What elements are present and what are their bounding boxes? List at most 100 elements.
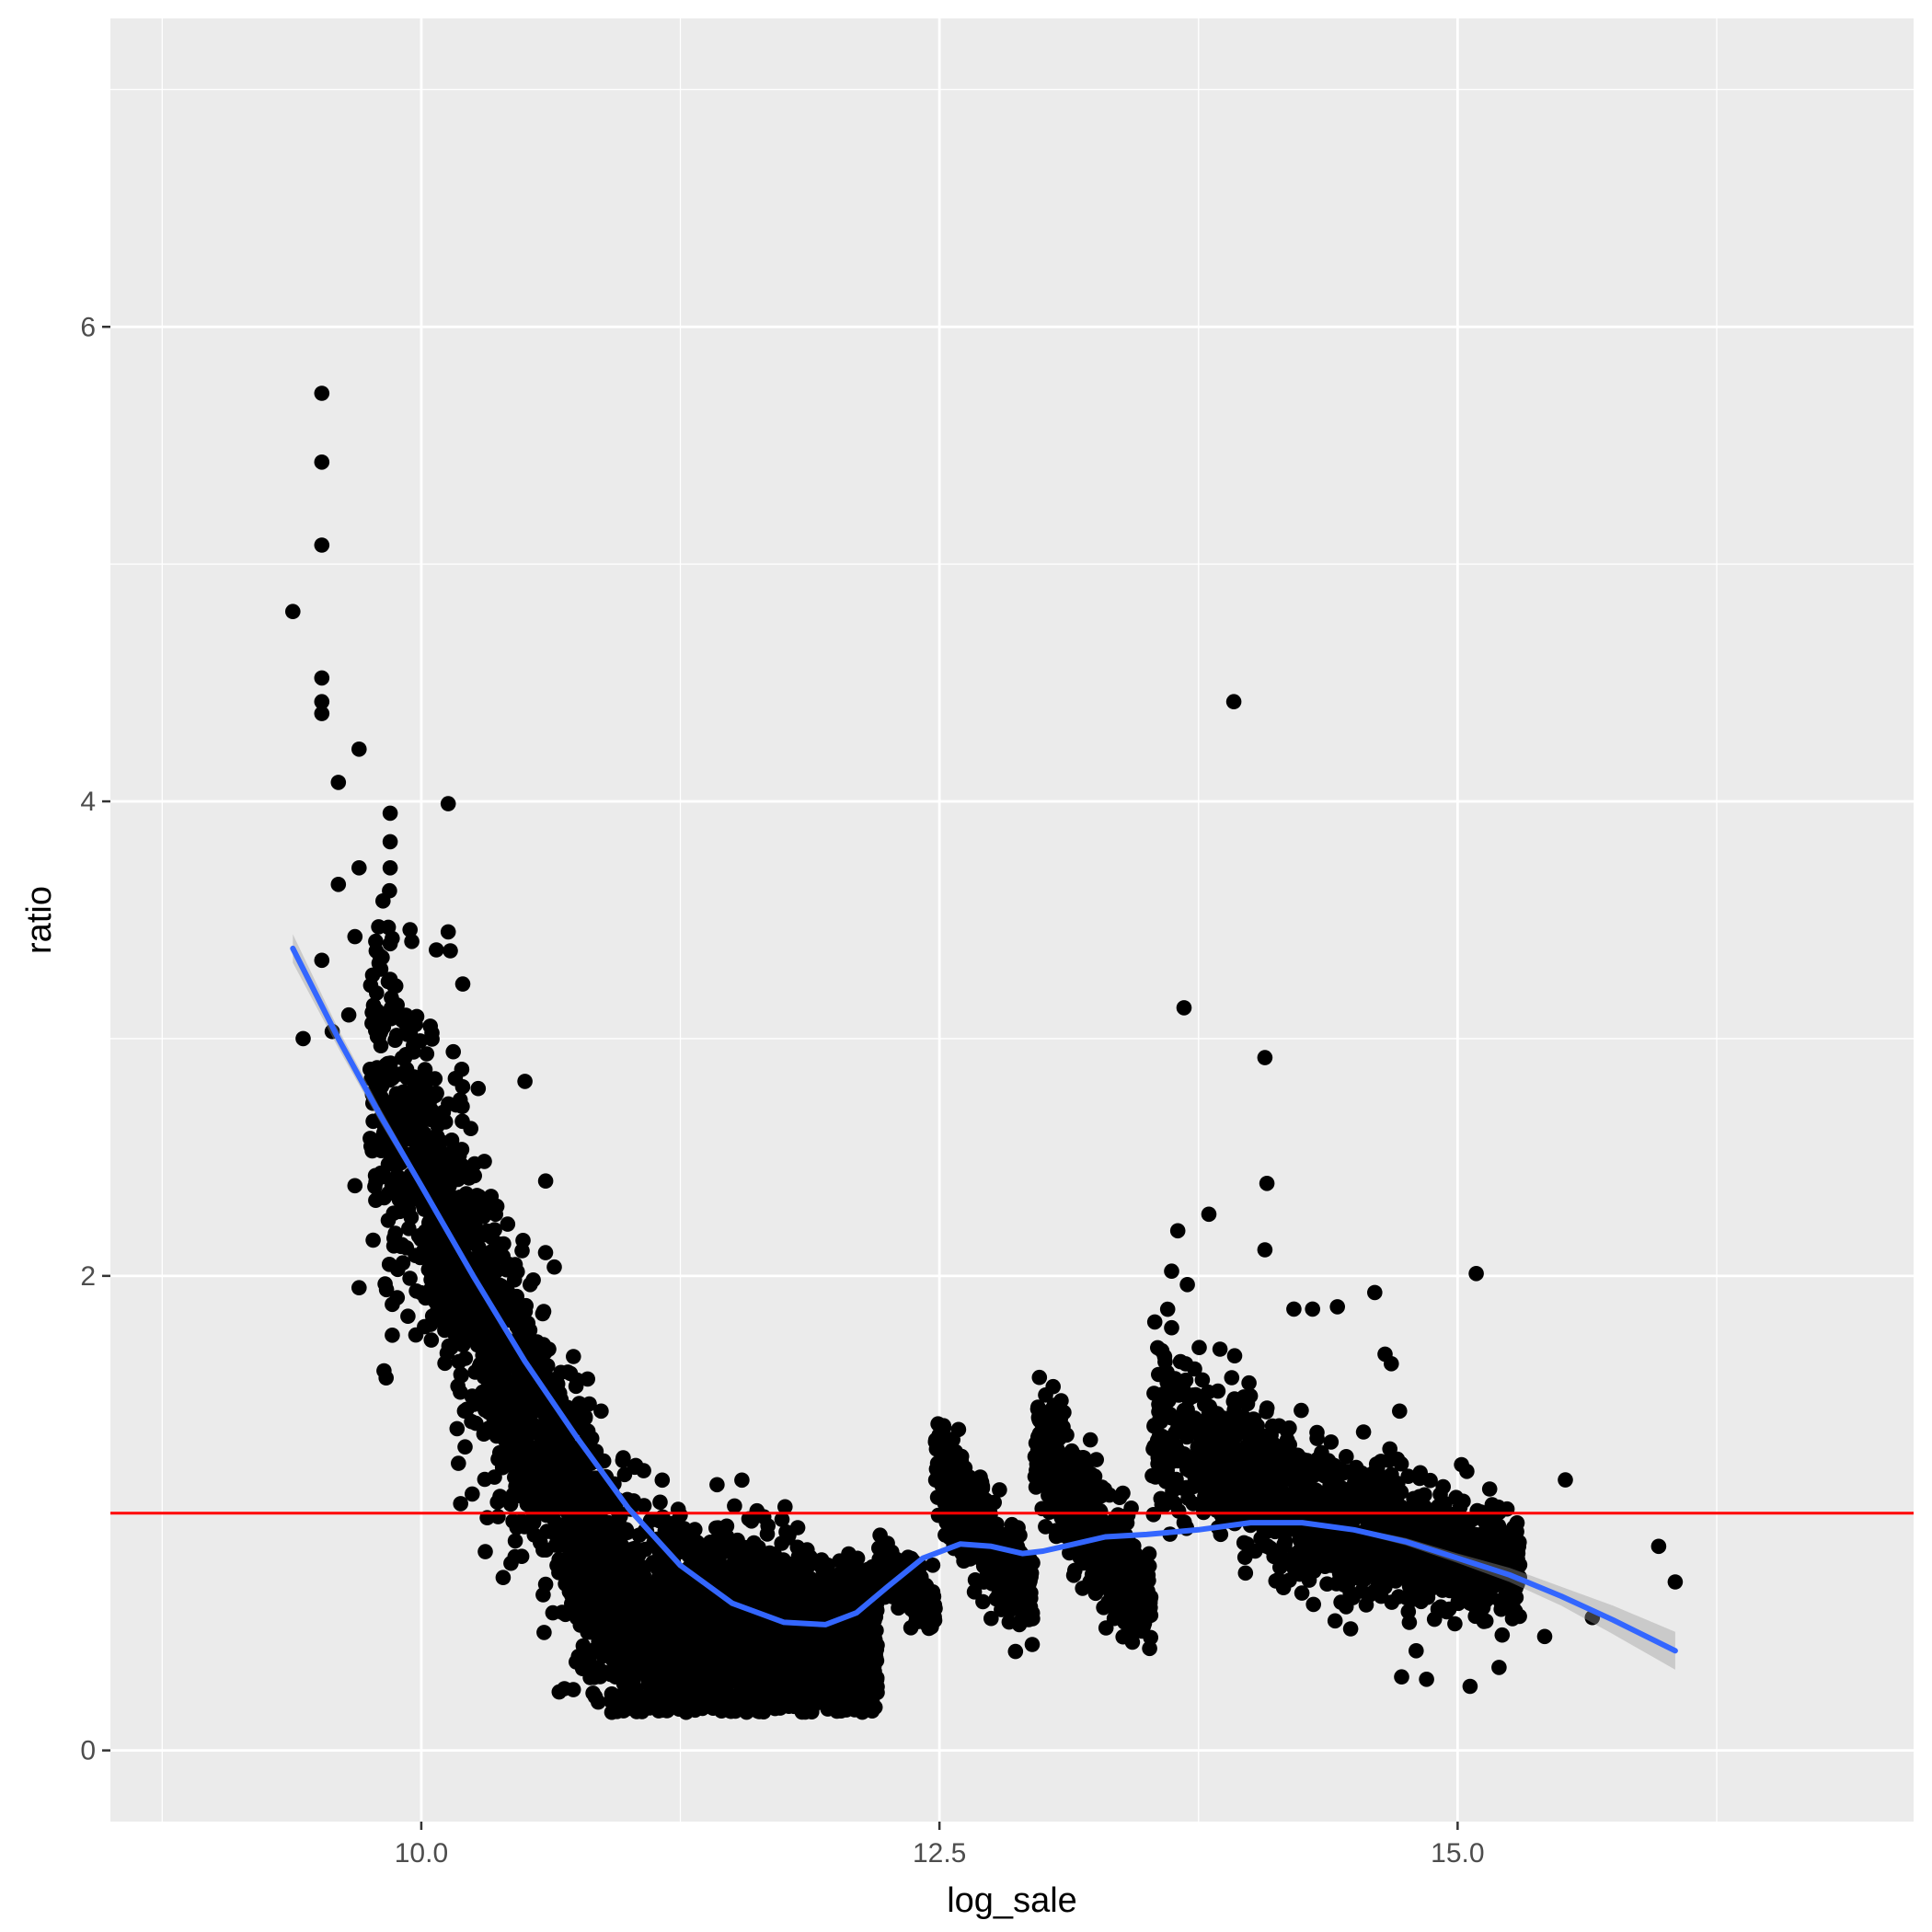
data-point xyxy=(848,1557,864,1573)
data-point xyxy=(508,1465,524,1480)
data-point xyxy=(556,1559,571,1575)
data-point xyxy=(649,1559,665,1576)
data-point xyxy=(811,1658,827,1674)
data-point xyxy=(623,1629,639,1646)
data-point xyxy=(1142,1640,1157,1657)
data-point xyxy=(789,1520,806,1535)
data-point xyxy=(487,1363,502,1379)
data-point xyxy=(424,1031,440,1047)
data-point xyxy=(972,1547,988,1564)
data-point xyxy=(930,1416,946,1432)
data-point xyxy=(810,1605,825,1622)
data-point xyxy=(1076,1469,1092,1486)
data-point xyxy=(595,1497,612,1512)
data-point xyxy=(369,985,385,1001)
data-point xyxy=(660,1636,675,1651)
data-point xyxy=(477,1544,493,1559)
data-point xyxy=(581,1580,597,1595)
data-point xyxy=(615,1450,631,1466)
data-point xyxy=(384,1000,399,1016)
data-point xyxy=(733,1646,750,1662)
data-point xyxy=(637,1624,653,1640)
data-point xyxy=(1067,1562,1083,1579)
data-point xyxy=(654,1472,671,1489)
data-point xyxy=(443,1281,459,1296)
data-point xyxy=(577,1558,592,1573)
data-point xyxy=(523,1481,539,1497)
data-point xyxy=(489,1409,506,1425)
data-point xyxy=(851,1644,868,1661)
data-point xyxy=(646,1677,661,1694)
data-point xyxy=(408,1008,425,1025)
data-point xyxy=(520,1316,536,1331)
data-point xyxy=(606,1621,622,1638)
data-point xyxy=(593,1611,610,1627)
data-point xyxy=(1053,1527,1070,1543)
data-point xyxy=(537,1344,554,1360)
data-point xyxy=(397,1179,413,1194)
data-point xyxy=(1052,1411,1068,1427)
data-point xyxy=(500,1216,516,1232)
data-point xyxy=(834,1667,850,1683)
data-point xyxy=(444,1248,460,1264)
data-point xyxy=(399,1070,415,1086)
data-point xyxy=(431,1248,448,1264)
data-point xyxy=(735,1630,752,1647)
data-point xyxy=(1115,1485,1131,1501)
data-point xyxy=(549,1532,566,1548)
data-point xyxy=(382,882,397,899)
data-point xyxy=(451,1353,467,1370)
data-point xyxy=(657,1601,673,1617)
data-point xyxy=(851,1616,868,1632)
data-point xyxy=(533,1535,548,1550)
data-point xyxy=(468,1415,484,1432)
data-point xyxy=(492,1489,508,1504)
data-point xyxy=(505,1513,521,1529)
data-point xyxy=(507,1548,523,1565)
data-point xyxy=(391,1101,407,1118)
data-point xyxy=(938,1467,954,1483)
data-point xyxy=(824,1650,841,1666)
data-point xyxy=(568,1521,584,1537)
data-point xyxy=(868,1604,884,1619)
data-point xyxy=(390,1261,406,1278)
data-point xyxy=(369,1029,385,1044)
data-point xyxy=(389,1168,406,1184)
data-point xyxy=(477,1226,494,1243)
data-point xyxy=(475,1255,491,1271)
data-point xyxy=(584,1624,600,1640)
data-point xyxy=(751,1633,767,1650)
data-point xyxy=(535,1465,551,1480)
data-point xyxy=(461,1170,477,1186)
data-point xyxy=(421,1173,438,1189)
data-point xyxy=(404,934,420,949)
data-point xyxy=(494,1459,511,1476)
data-point xyxy=(435,1168,452,1184)
data-point xyxy=(986,1552,1002,1568)
data-point xyxy=(364,1016,380,1031)
data-point xyxy=(368,1192,384,1208)
data-point xyxy=(396,1084,411,1100)
data-point xyxy=(760,1518,776,1534)
data-point xyxy=(777,1499,793,1515)
data-point xyxy=(703,1667,719,1683)
data-point xyxy=(400,1308,416,1324)
data-point xyxy=(660,1570,675,1586)
data-point xyxy=(428,1262,443,1278)
data-point xyxy=(519,1327,535,1342)
data-point xyxy=(418,1074,433,1089)
data-point xyxy=(569,1593,585,1608)
data-point xyxy=(1056,1473,1073,1489)
data-point xyxy=(537,1245,554,1260)
data-point xyxy=(1074,1513,1089,1529)
data-point xyxy=(790,1685,807,1701)
data-point xyxy=(643,1583,660,1600)
data-point xyxy=(517,1434,534,1451)
data-point xyxy=(362,1131,378,1146)
data-point xyxy=(760,1662,776,1678)
data-point xyxy=(1212,1341,1228,1357)
data-point xyxy=(377,1276,393,1292)
data-point xyxy=(584,1526,601,1543)
data-point xyxy=(423,1281,439,1297)
data-point xyxy=(618,1659,635,1675)
